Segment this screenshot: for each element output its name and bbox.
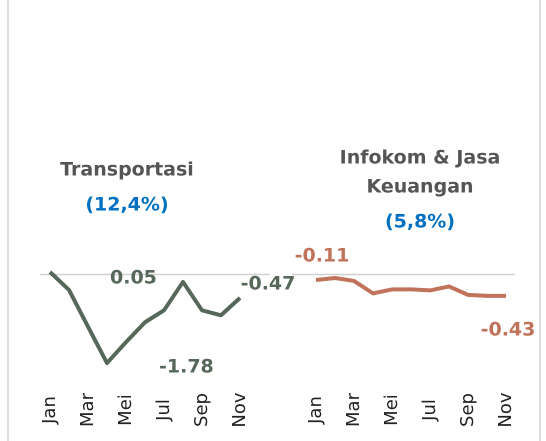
data-label: 0.05: [110, 266, 157, 288]
chart-title: Keuangan: [366, 176, 473, 198]
x-tick-label: Jul: [153, 399, 174, 422]
chart-title: Infokom & Jasa: [340, 147, 501, 169]
x-tick-label: Jan: [305, 396, 326, 425]
line: [48, 270, 242, 366]
x-tick-label: Jul: [419, 399, 440, 422]
x-tick-label: Nov: [495, 392, 516, 427]
x-tick-label: Sep: [457, 393, 478, 427]
data-label: -0.47: [241, 272, 296, 294]
data-label: -0.11: [295, 244, 350, 266]
x-tick-label: Mei: [381, 394, 402, 426]
chart-title: Transportasi: [60, 159, 194, 181]
x-tick-label: Mei: [115, 394, 136, 426]
chart-subtitle: (12,4%): [85, 194, 168, 216]
x-tick-label: Mar: [77, 392, 98, 427]
x-tick-label: Mar: [343, 392, 364, 427]
data-label: -0.43: [481, 318, 536, 340]
line: [315, 275, 506, 298]
data-label: -1.78: [159, 356, 214, 378]
x-tick-label: Nov: [229, 392, 250, 427]
x-tick-label: Jan: [39, 396, 60, 425]
chart-subtitle: (5,8%): [385, 211, 455, 233]
x-tick-label: Sep: [191, 393, 212, 427]
